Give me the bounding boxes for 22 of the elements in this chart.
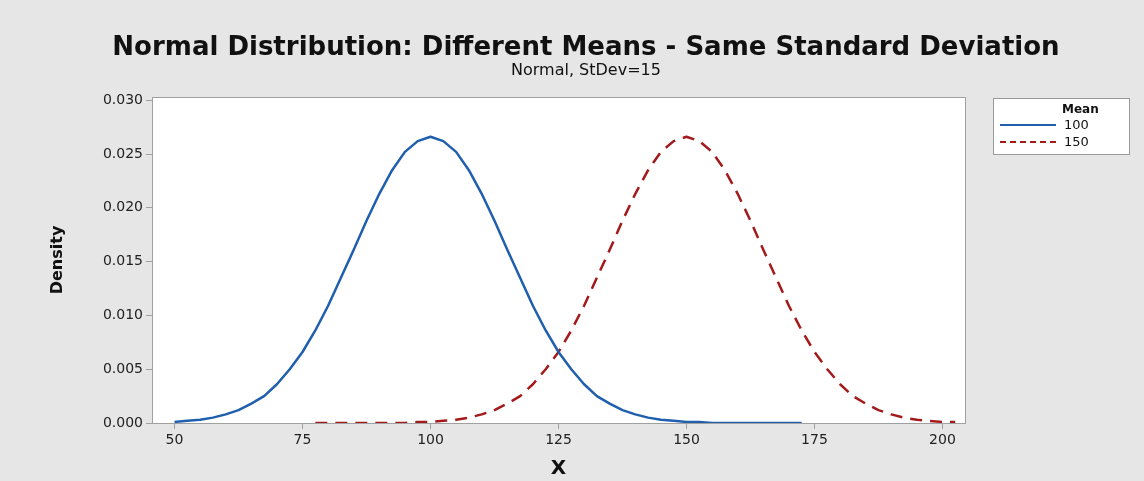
x-tick-label: 100: [417, 431, 444, 448]
x-tick-label: 50: [165, 431, 184, 448]
line-series: [314, 135, 957, 423]
y-tick-label: 0.010: [102, 306, 143, 323]
y-tick-label: 0.015: [102, 252, 143, 269]
chart-subtitle: Normal, StDev=15: [510, 60, 662, 80]
y-axis-title: Density: [46, 225, 66, 295]
y-tick-label: 0.020: [102, 198, 143, 215]
x-tick-label: 175: [801, 431, 828, 448]
y-tick-label: 0.005: [102, 359, 143, 376]
chart-title: Normal Distribution: Different Means - Same Standard Deviation: [111, 30, 1061, 62]
x-axis-title: X: [550, 455, 567, 480]
y-tick-label: 0.025: [102, 144, 143, 161]
x-tick-label: 125: [545, 431, 572, 448]
x-tick-label: 75: [293, 431, 312, 448]
x-tick-label: 200: [929, 431, 956, 448]
y-tick-label: 0.030: [102, 90, 143, 107]
y-tick-label: 0.000: [102, 413, 143, 430]
legend-label: 150: [1064, 134, 1089, 149]
legend-title: Mean: [1061, 102, 1100, 116]
x-tick-label: 150: [673, 431, 700, 448]
legend-label: 100: [1064, 117, 1089, 132]
